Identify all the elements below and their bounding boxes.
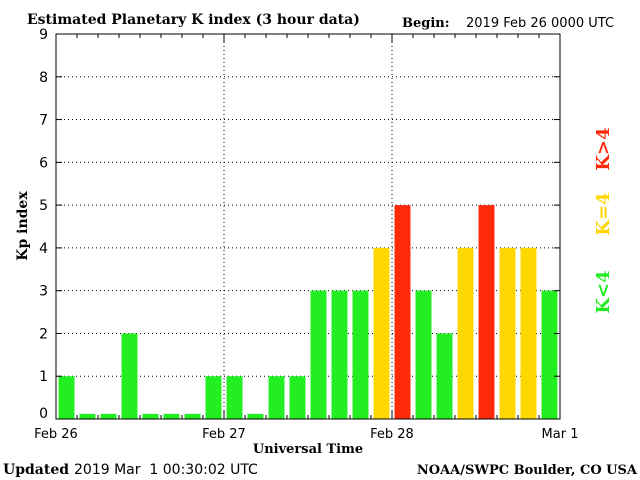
x-tick-label: Mar 1 (542, 427, 579, 442)
kp-bar (499, 247, 516, 419)
y-tick-label: 2 (39, 326, 48, 342)
legend-k-greater-4: K>4 (593, 127, 614, 170)
kp-bar (58, 376, 75, 419)
kp-bar (226, 376, 243, 419)
begin-value: 2019 Feb 26 0000 UTC (466, 16, 614, 31)
y-tick-label: 8 (39, 70, 48, 86)
updated-value: 2019 Mar 1 00:30:02 UTC (74, 462, 258, 478)
kp-bar (394, 205, 411, 419)
y-tick-label: 3 (39, 284, 48, 300)
legend-k-less-4: K<4 (593, 270, 614, 313)
updated-label: Updated (3, 462, 69, 478)
kp-bar (520, 247, 537, 419)
x-tick-label: Feb 28 (370, 427, 414, 442)
x-tick-label: Feb 26 (34, 427, 78, 442)
kp-bar (436, 333, 453, 419)
kp-bar (100, 413, 117, 419)
y-ticks: 0 1 2 3 4 5 6 7 8 9 (39, 27, 560, 422)
kp-bar (268, 376, 285, 419)
kp-bar (310, 290, 327, 419)
kp-bar (352, 290, 369, 419)
kp-bar (163, 413, 180, 419)
kp-bar (205, 376, 222, 419)
kp-bar (289, 376, 306, 419)
y-tick-label: 6 (39, 155, 48, 171)
x-tick-label: Feb 27 (202, 427, 246, 442)
y-tick-label: 1 (39, 369, 48, 385)
y-tick-label: 7 (39, 113, 48, 129)
begin-label: Begin: (402, 16, 450, 31)
kp-bar (121, 333, 138, 419)
chart-title: Estimated Planetary K index (3 hour data… (27, 12, 360, 28)
y-axis-label: Kp index (15, 191, 31, 261)
x-axis-label: Universal Time (253, 442, 363, 457)
x-ticks: Feb 26 Feb 27 Feb 28 Mar 1 (34, 34, 578, 442)
kp-bar (457, 247, 474, 419)
bars (58, 205, 558, 419)
legend-k-equal-4: K=4 (593, 192, 614, 235)
kp-bar (541, 290, 558, 419)
kp-bar (79, 413, 96, 419)
kp-bar (373, 247, 390, 419)
y-tick-label: 4 (39, 241, 48, 257)
kp-bar (478, 205, 495, 419)
kp-bar (415, 290, 432, 419)
y-tick-label: 9 (39, 27, 48, 43)
y-tick-label: 0 (39, 406, 48, 422)
kp-bar (247, 413, 264, 419)
y-tick-label: 5 (39, 198, 48, 214)
kp-bar (184, 413, 201, 419)
grid (56, 34, 560, 419)
kp-bar (142, 413, 159, 419)
kp-bar (331, 290, 348, 419)
credit-text: NOAA/SWPC Boulder, CO USA (417, 463, 638, 478)
